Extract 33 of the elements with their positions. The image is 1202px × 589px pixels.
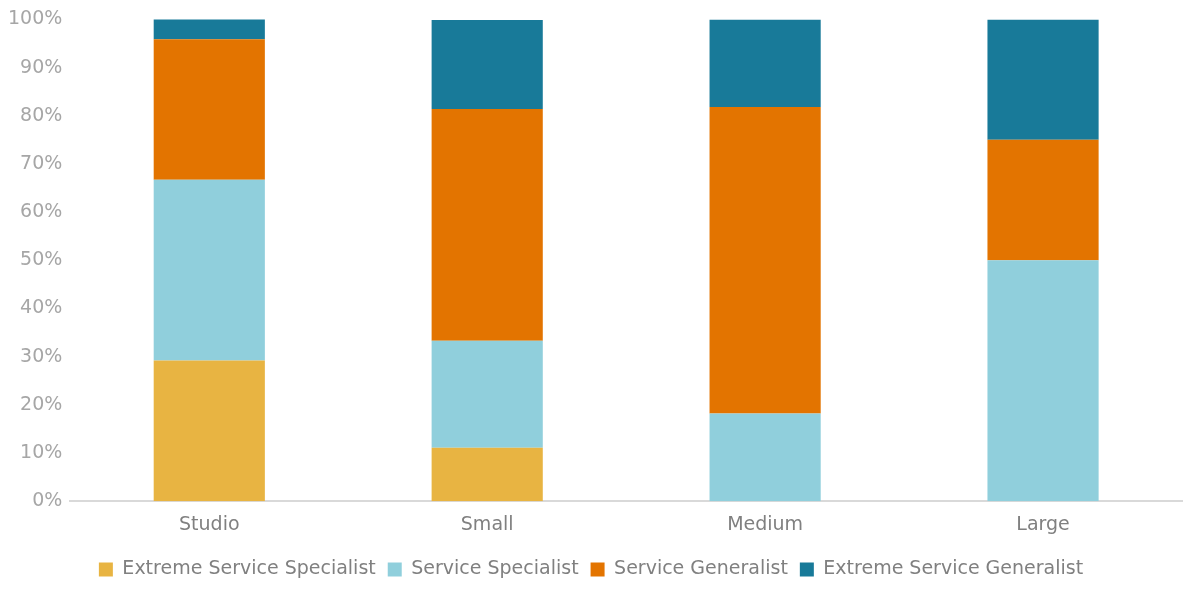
bar bbox=[709, 19, 821, 108]
y-tick-label: 60% bbox=[20, 199, 63, 222]
y-tick-label: 30% bbox=[20, 343, 63, 366]
y-tick-label: 40% bbox=[20, 295, 63, 318]
x-tick-label: Large bbox=[1016, 511, 1070, 534]
y-tick-label: 0% bbox=[32, 488, 63, 511]
bar bbox=[153, 179, 265, 361]
y-tick-label: 80% bbox=[20, 102, 63, 125]
bar bbox=[153, 39, 265, 180]
legend-label: Extreme Service Specialist bbox=[122, 556, 376, 579]
bar bbox=[431, 340, 543, 448]
bar bbox=[431, 109, 543, 341]
y-tick-label: 20% bbox=[20, 391, 63, 414]
legend-label: Service Specialist bbox=[411, 556, 579, 579]
bar bbox=[709, 107, 821, 414]
legend-label: Extreme Service Generalist bbox=[823, 556, 1084, 579]
y-tick-label: 50% bbox=[20, 247, 63, 270]
bar bbox=[431, 447, 543, 502]
y-tick-label: 100% bbox=[7, 6, 63, 29]
x-tick-label: Small bbox=[460, 511, 514, 534]
x-tick-label: Medium bbox=[727, 511, 804, 534]
bar bbox=[987, 260, 1099, 502]
y-tick-label: 10% bbox=[20, 439, 63, 462]
y-tick-label: 90% bbox=[20, 54, 63, 77]
bar bbox=[153, 360, 265, 502]
y-tick-label: 70% bbox=[20, 150, 63, 173]
bar bbox=[431, 19, 543, 110]
x-tick-label: Studio bbox=[179, 511, 240, 534]
bar bbox=[987, 139, 1099, 261]
bar bbox=[987, 19, 1099, 140]
legend-label: Service Generalist bbox=[614, 556, 788, 579]
bar bbox=[709, 413, 821, 502]
bar bbox=[153, 19, 265, 40]
